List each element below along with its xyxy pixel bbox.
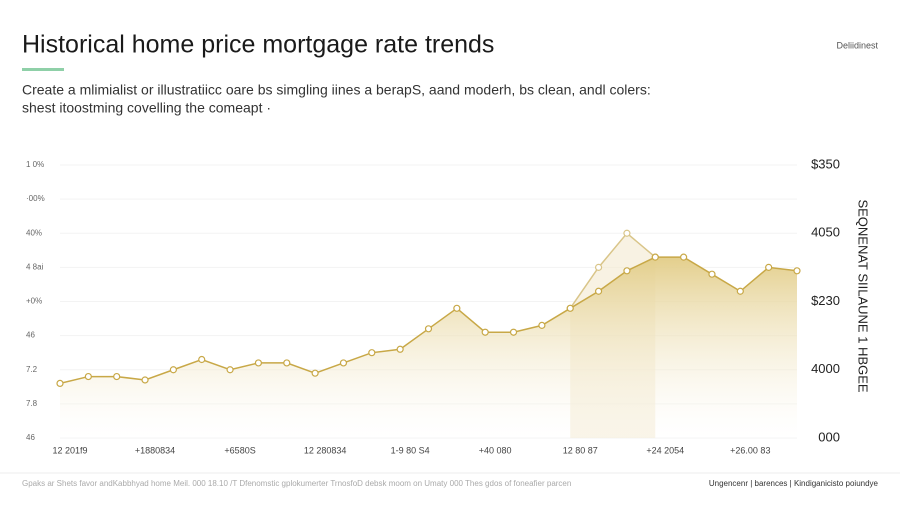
x-tick-label: +1880834 [135,445,175,455]
badge: Deliidinest [836,40,878,50]
point [509,328,518,336]
point [368,349,376,357]
point [708,270,716,278]
point [254,359,263,367]
y-tick-label: 7.2 [26,365,38,374]
point [424,325,433,333]
y-tick-label: 46 [26,331,35,340]
point [566,304,574,312]
point [84,372,92,381]
point [594,263,603,271]
y-tick-label: 1 0% [26,160,44,169]
x-tick-label: +26.00 83 [730,445,770,455]
point [113,372,121,381]
footer-links: Ungencenr | barences | Kindiganicisto po… [709,479,879,488]
y2-tick-label: $230 [811,293,840,308]
point [283,359,291,367]
point [623,267,631,275]
point [339,359,348,367]
y-tick-label: 40% [26,228,42,237]
y2-axis-label: SEQNENAT SIILAUNE 1 HBGEE [856,199,871,392]
y2-tick-label: 000 [818,429,840,444]
accent [22,68,64,71]
point [141,376,149,384]
footer-source: Gpaks ar Shets favor andKabbhyad home Me… [22,479,571,488]
y-tick-label: 46 [26,433,35,442]
x-tick-label: 12 80 87 [563,445,598,455]
point [680,253,688,261]
area [60,257,797,438]
x-tick-label: +6580S [224,445,255,455]
point [311,369,319,377]
point [169,366,177,374]
y2-tick-label: 4000 [811,361,840,376]
y-tick-label: 4 8ai [26,262,44,271]
point [481,328,489,336]
point [736,287,744,295]
point [453,304,461,312]
point [765,263,773,271]
x-tick-label: 12 201f9 [52,445,87,455]
point [594,287,603,295]
y2-tick-label: 4050 [811,225,840,240]
point [226,366,234,374]
subtitle: Create a mlimialist or illustratiicc oar… [22,82,651,98]
plot: 1 0% ·00% 40% 4 8ai +0% 46 7.2 7.8 46 $350 4050 $23… [26,156,840,455]
line [569,232,656,309]
y-tick-label: ·00% [26,194,45,203]
subtitle: shest itoostming covelling the comeapt · [22,100,271,116]
x-tick-label: +40 080 [479,445,512,455]
point [198,355,206,364]
point [651,253,659,261]
point [56,379,64,387]
title: Historical home price mortgage rate tren… [22,31,494,59]
point [396,345,404,353]
x-tick-label: 1-9 80 S4 [391,445,430,455]
point [623,229,631,237]
point [538,321,546,329]
y2-tick-label: $350 [811,156,840,171]
point [793,267,801,275]
y-tick-label: +0% [26,297,42,306]
x-tick-label: 12 280834 [304,445,347,455]
x-tick-label: +24 2054 [646,445,684,455]
y-tick-label: 7.8 [26,399,38,408]
